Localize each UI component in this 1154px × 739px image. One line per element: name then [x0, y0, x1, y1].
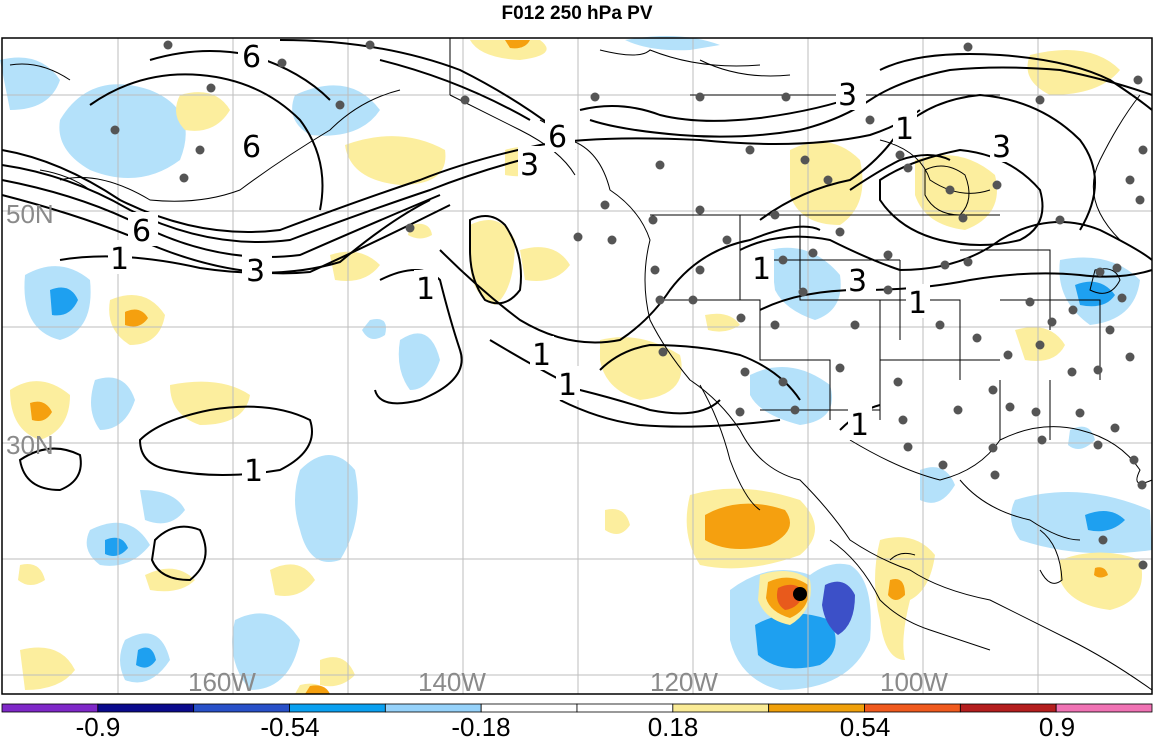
colorbar-swatch: [672, 703, 770, 713]
coastlines: [9, 38, 1153, 691]
lat-label: 50N: [6, 199, 54, 229]
contour-label: 6: [242, 40, 261, 75]
contour-labels: 6 6 6 6 3 3 3 3 3 1 1 1 1 1 1 1 1 1: [108, 38, 1020, 489]
contour-label: 6: [548, 120, 567, 155]
colorbar-swatch: [97, 703, 195, 713]
colorbar-tick-label: 0.18: [648, 712, 699, 739]
colorbar-swatch: [289, 703, 386, 713]
map-frame: [1, 37, 1153, 695]
station-dots: [110, 40, 1148, 570]
contour-label: 1: [110, 242, 129, 277]
highlight-marker: [793, 587, 807, 601]
lat-label: 30N: [6, 430, 54, 460]
colorbar-swatch: [1, 703, 99, 713]
graticule: [2, 38, 1152, 694]
colorbar: [1, 703, 1153, 713]
contour-label: 1: [752, 252, 771, 287]
pv-shading: [0, 36, 1152, 694]
colorbar-swatch: [193, 703, 290, 713]
contour-label: 1: [532, 338, 551, 373]
contour-label: 6: [132, 214, 151, 249]
colorbar-swatch: [864, 703, 961, 713]
contour-label: 1: [895, 112, 914, 147]
colorbar-tick-label: -0.54: [260, 712, 319, 739]
contour-label: 1: [416, 272, 435, 307]
contour-label: 3: [992, 130, 1011, 165]
contour-label: 6: [242, 130, 261, 165]
colorbar-tick-label: 0.54: [840, 712, 891, 739]
colorbar-swatch: [768, 703, 865, 713]
contour-label: 1: [558, 368, 577, 403]
contour-label: 1: [244, 454, 263, 489]
lon-label: 140W: [418, 667, 486, 697]
contour-label: 1: [850, 408, 869, 443]
colorbar-ticks: -0.9 -0.54 -0.18 0.18 0.54 0.9: [76, 712, 1075, 739]
contour-label: 1: [908, 286, 927, 321]
colorbar-swatch: [480, 703, 578, 713]
contour-label: 3: [246, 254, 265, 289]
colorbar-tick-label: 0.9: [1039, 712, 1075, 739]
lon-label: 160W: [188, 667, 256, 697]
contour-label: 3: [520, 148, 539, 183]
axis-labels: 50N 30N 160W 140W 120W 100W: [6, 199, 948, 697]
colorbar-tick-label: -0.18: [451, 712, 510, 739]
contour-label: 3: [848, 264, 867, 299]
colorbar-swatch: [576, 703, 674, 713]
lon-label: 100W: [880, 667, 948, 697]
colorbar-swatch: [1055, 703, 1153, 713]
map-title: F012 250 hPa PV: [501, 3, 653, 24]
colorbar-swatch: [959, 703, 1057, 713]
colorbar-tick-label: -0.9: [76, 712, 121, 739]
colorbar-swatch: [384, 703, 482, 713]
contour-label: 3: [838, 78, 857, 113]
lon-label: 120W: [650, 667, 718, 697]
